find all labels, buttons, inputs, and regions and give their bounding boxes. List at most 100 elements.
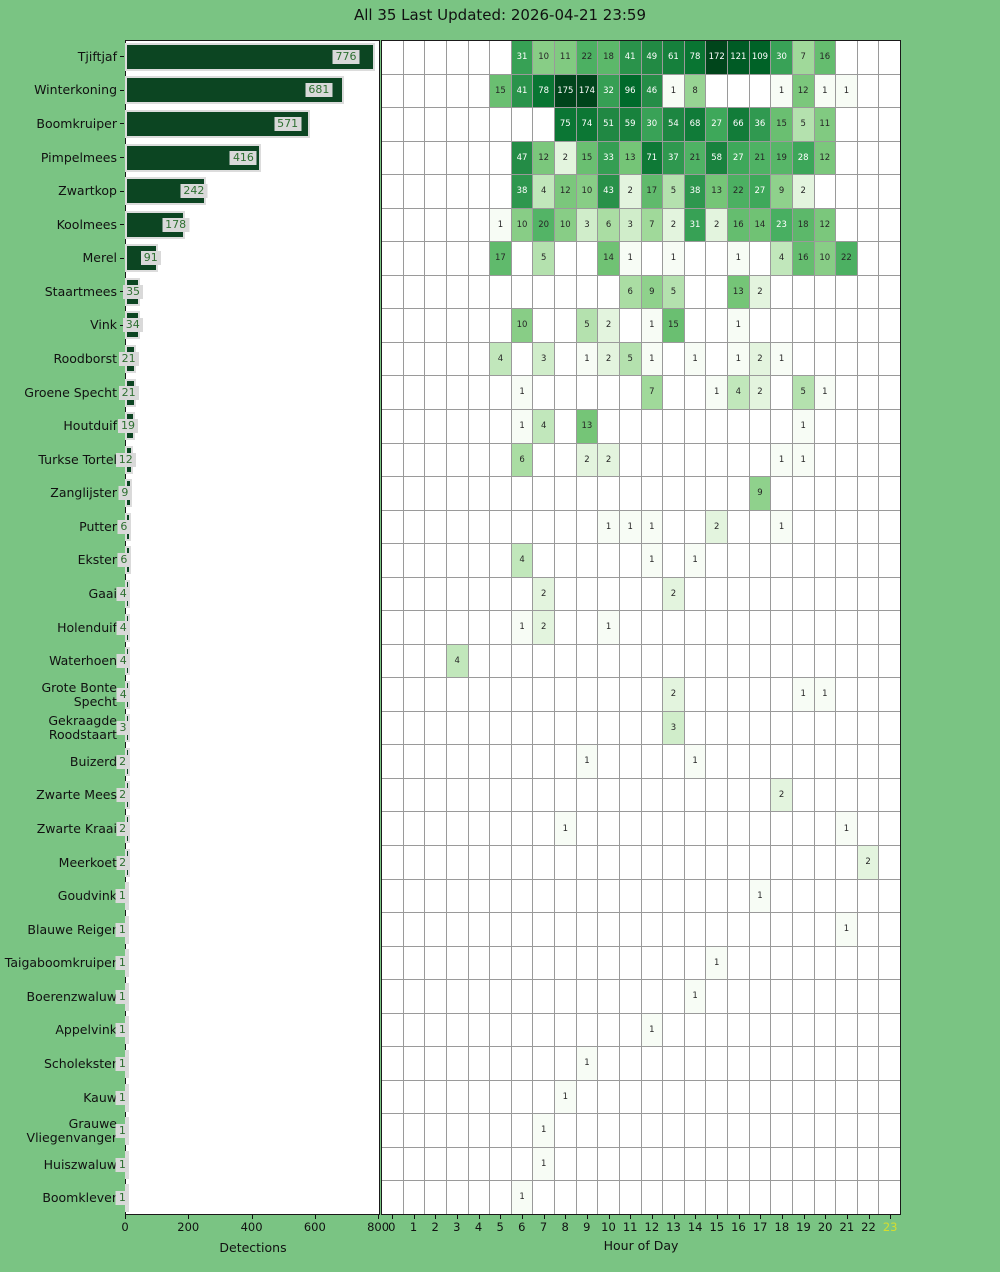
- heatmap-cell: [706, 1080, 727, 1114]
- heatmap-cell: [749, 812, 771, 846]
- heatmap-cell: [749, 711, 771, 745]
- heatmap-cell: [619, 678, 641, 711]
- heatmap-cell: 1: [684, 980, 706, 1013]
- hour-axis-ticklabel: 10: [601, 1220, 616, 1234]
- hour-axis-tick: [500, 1215, 502, 1219]
- heatmap-cell: [576, 1013, 598, 1047]
- heatmap-cell: [403, 108, 425, 141]
- detection-count-label: 3: [116, 721, 130, 736]
- heatmap-cell: [836, 544, 857, 577]
- heatmap-cell: [403, 778, 425, 812]
- heatmap-cell: [425, 913, 446, 946]
- heatmap-cell: 1: [684, 544, 706, 577]
- heatmap-cell: [382, 108, 403, 141]
- heatmap-cell: [403, 309, 425, 342]
- heatmap-cell: [836, 577, 857, 611]
- heatmap-cell: 58: [706, 141, 727, 175]
- heatmap-cell: [879, 510, 900, 544]
- heatmap-cell: [749, 74, 771, 108]
- heatmap-cell: [684, 1047, 706, 1080]
- heatmap-cell: [814, 711, 836, 745]
- heatmap-cell: [403, 544, 425, 577]
- heatmap-cell: [490, 477, 511, 510]
- heatmap-cell: [749, 745, 771, 778]
- species-label: Boerenzwaluw: [26, 988, 117, 1004]
- heatmap-cell: 18: [792, 208, 814, 242]
- heatmap-cell: [663, 544, 684, 577]
- heatmap-cell: 4: [728, 376, 749, 409]
- heatmap-cell: [598, 1080, 619, 1114]
- heatmap-cell: [598, 1047, 619, 1080]
- heatmap-cell: [382, 879, 403, 913]
- heatmap-cell: [836, 778, 857, 812]
- hour-axis-tick: [673, 1215, 675, 1219]
- heatmap-cell: [728, 644, 749, 678]
- heatmap-cell: [511, 510, 533, 544]
- heatmap-cell: [684, 275, 706, 309]
- heatmap-cell: [641, 242, 663, 275]
- heatmap-cell: 22: [728, 175, 749, 208]
- heatmap-cell: [771, 846, 792, 879]
- heatmap-cell: [555, 846, 576, 879]
- heatmap-cell: [836, 678, 857, 711]
- heatmap-cell: [879, 175, 900, 208]
- heatmap-cell: [382, 1147, 403, 1181]
- heatmap-cell: [749, 778, 771, 812]
- heatmap-cell: [641, 879, 663, 913]
- heatmap-cell: [663, 611, 684, 644]
- heatmap-cell: 9: [749, 477, 771, 510]
- heatmap-cell: [771, 980, 792, 1013]
- heatmap-cell: 12: [533, 141, 554, 175]
- heatmap-cell: [425, 1181, 446, 1214]
- hour-axis-tick: [391, 1215, 393, 1219]
- heatmap-cell: [771, 1147, 792, 1181]
- heatmap-cell: [814, 1181, 836, 1214]
- heatmap-cell: [555, 644, 576, 678]
- heatmap-cell: 37: [663, 141, 684, 175]
- heatmap-cell: [857, 242, 879, 275]
- heatmap-cell: [814, 175, 836, 208]
- heatmap-cell: [814, 275, 836, 309]
- detection-count-label: 1: [115, 956, 129, 971]
- heatmap-cell: [857, 946, 879, 980]
- hour-axis-ticklabel: 12: [644, 1220, 660, 1234]
- heatmap-cell: [533, 812, 554, 846]
- heatmap-cell: [468, 1181, 490, 1214]
- heatmap-cell: 16: [814, 41, 836, 74]
- heatmap-cell: [555, 1147, 576, 1181]
- heatmap-cell: [706, 1114, 727, 1147]
- heatmap-cell: [641, 1047, 663, 1080]
- species-label: Staartmees: [44, 283, 117, 299]
- heatmap-cell: [879, 1147, 900, 1181]
- heatmap-cell: [446, 812, 468, 846]
- species-tick: [120, 157, 124, 158]
- heatmap-cell: 1: [749, 879, 771, 913]
- detection-count-label: 4: [116, 687, 130, 702]
- heatmap-cell: [879, 644, 900, 678]
- heatmap-cell: [511, 1080, 533, 1114]
- species-label: Holenduif: [57, 619, 117, 635]
- heatmap-cell: [814, 477, 836, 510]
- heatmap-cell: [684, 711, 706, 745]
- heatmap-cell: [749, 1114, 771, 1147]
- species-tick: [120, 257, 124, 259]
- species-tick: [120, 291, 124, 293]
- heatmap-cell: 9: [771, 175, 792, 208]
- heatmap-cell: [511, 1013, 533, 1047]
- heatmap-cell: [425, 108, 446, 141]
- hour-axis-ticklabel: 16: [731, 1220, 746, 1234]
- heatmap-cell: [533, 745, 554, 778]
- heatmap-cell: [684, 778, 706, 812]
- heatmap-cell: [382, 510, 403, 544]
- heatmap-cell: [576, 242, 598, 275]
- hour-axis-ticklabel: 22: [861, 1220, 876, 1234]
- heatmap-cell: [641, 711, 663, 745]
- heatmap-cell: 71: [641, 141, 663, 175]
- heatmap-cell: [468, 309, 490, 342]
- heatmap-cell: [663, 443, 684, 477]
- heatmap-cell: [771, 644, 792, 678]
- heatmap-cell: 3: [663, 711, 684, 745]
- species-label: Putter: [79, 518, 117, 534]
- heatmap-cell: [511, 846, 533, 879]
- heatmap-cell: [446, 443, 468, 477]
